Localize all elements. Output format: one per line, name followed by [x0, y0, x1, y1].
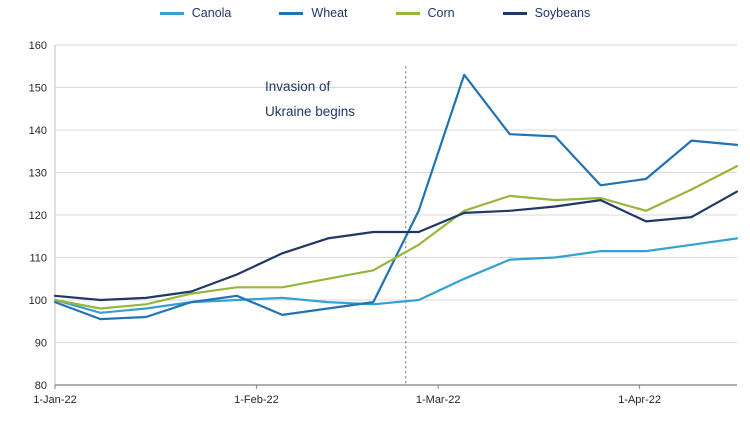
wheat-line-swatch-icon [279, 11, 304, 15]
legend-item-wheat: Wheat [279, 6, 348, 20]
series-line-canola [53, 237, 739, 314]
x-tick-label: 1-Mar-22 [416, 394, 461, 406]
y-tick-label: 150 [29, 82, 47, 94]
x-tick-label: 1-Apr-22 [618, 394, 661, 406]
y-tick-label: 140 [29, 125, 47, 137]
legend-label-corn: Corn [427, 6, 455, 20]
legend-label-soybeans: Soybeans [534, 6, 591, 20]
corn-line-swatch-icon [395, 11, 420, 15]
canola-line-swatch-icon [159, 11, 184, 15]
x-tick-label: 1-Feb-22 [234, 394, 279, 406]
series-line-corn [53, 165, 739, 310]
soybeans-line-swatch-icon [502, 11, 527, 15]
y-tick-label: 80 [35, 380, 47, 392]
y-tick-label: 120 [29, 210, 47, 222]
legend-item-soybeans: Soybeans [502, 6, 591, 20]
y-tick-label: 90 [35, 337, 47, 349]
legend-label-canola: Canola [191, 6, 232, 20]
y-tick-label: 100 [29, 295, 47, 307]
event-annotation-line1: Invasion of [265, 79, 331, 94]
chart-legend: Canola Wheat Corn Soybeans [0, 6, 750, 20]
event-annotation-line2: Ukraine begins [265, 104, 356, 119]
legend-label-wheat: Wheat [311, 6, 348, 20]
series-line-wheat [53, 73, 739, 321]
y-tick-label: 160 [29, 40, 47, 52]
legend-item-corn: Corn [395, 6, 455, 20]
legend-item-canola: Canola [159, 6, 232, 20]
y-tick-label: 130 [29, 167, 47, 179]
series-line-soybeans [53, 190, 739, 302]
y-tick-label: 110 [29, 252, 47, 264]
x-tick-label: 1-Jan-22 [33, 394, 76, 406]
